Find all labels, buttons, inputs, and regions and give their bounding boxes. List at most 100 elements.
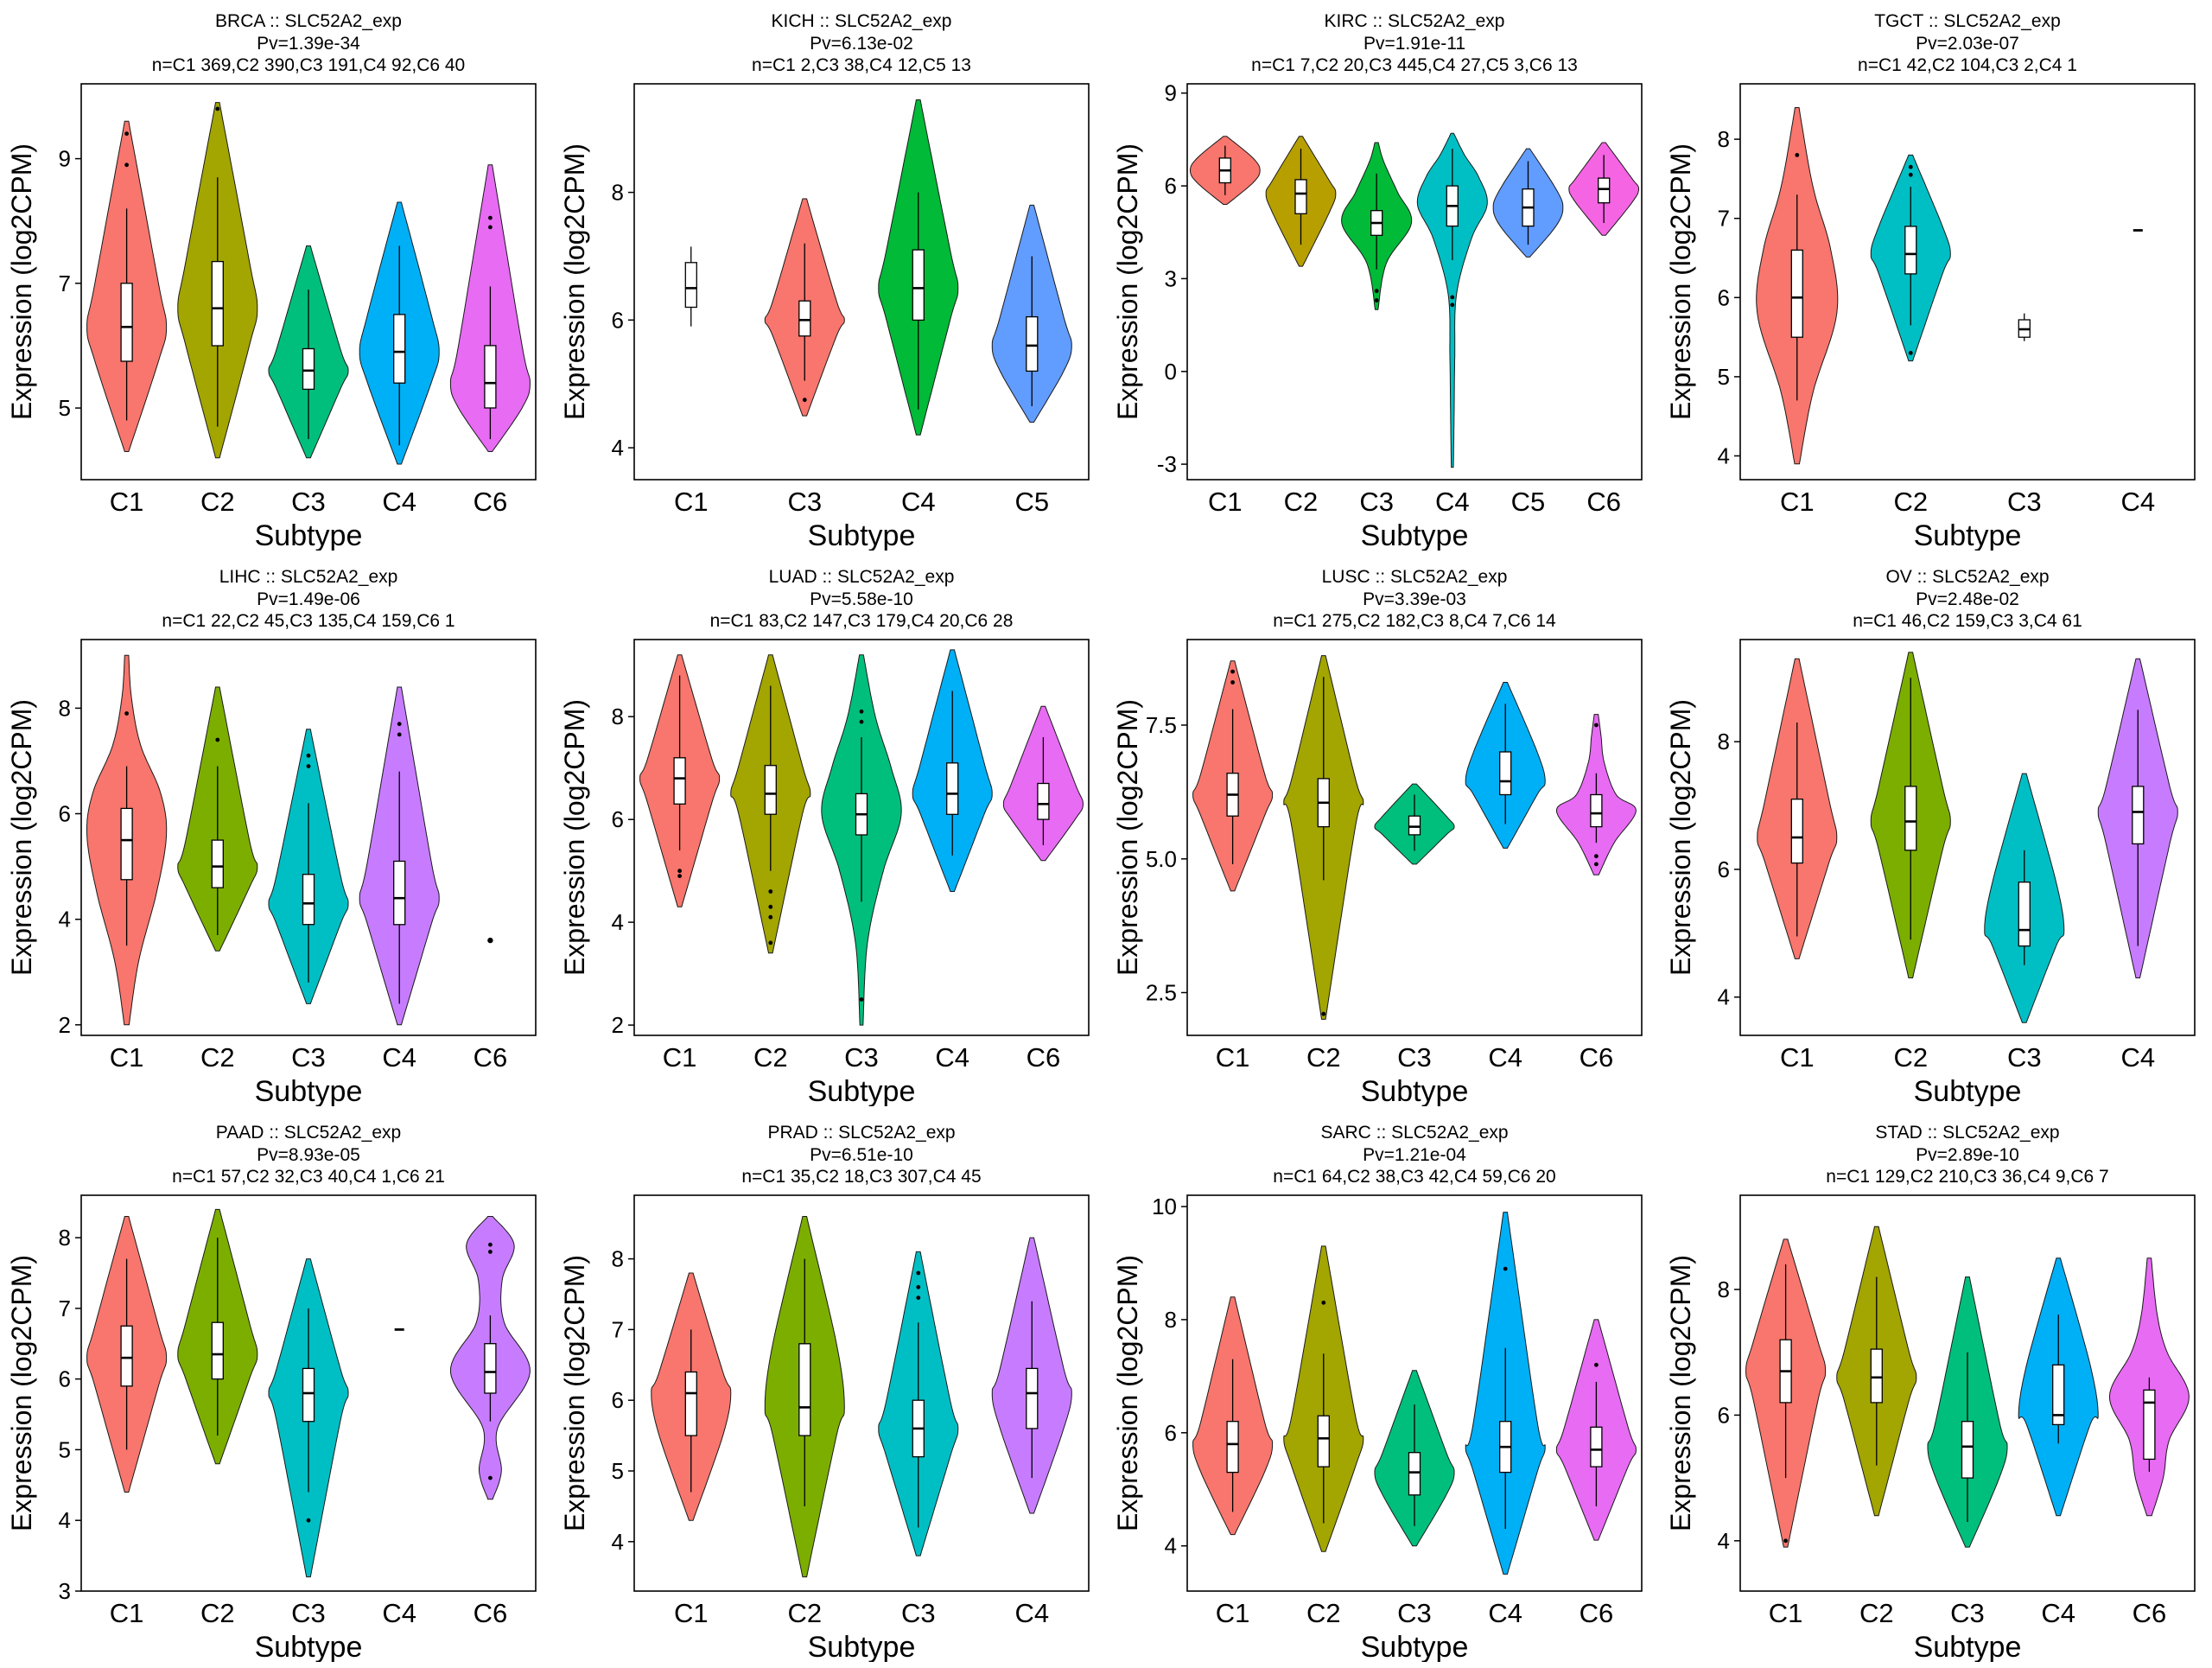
boxplot-C2: [1870, 1348, 1883, 1404]
y-tick-label: 6: [59, 1366, 71, 1391]
y-tick-label: 8: [59, 1225, 71, 1251]
boxplot-C6: [2143, 1389, 2156, 1460]
y-tick-label: 6: [1718, 1402, 1730, 1428]
x-tick-label-C1: C1: [1780, 1042, 1815, 1073]
outlier-point: [1230, 669, 1235, 674]
boxplot-C3: [1408, 1451, 1421, 1496]
plot-border: [1186, 1194, 1643, 1592]
outlier-point: [488, 1249, 493, 1254]
outlier-point: [916, 1270, 921, 1276]
x-tick-label-C5: C5: [1511, 487, 1546, 517]
x-tick-label-C4: C4: [1488, 1042, 1522, 1073]
y-tick-label: 6: [612, 307, 624, 333]
violin-plot-svg: 4 6 8 C1 C2 C3 C4 Subtype Expression (log2CPM): [1668, 639, 2196, 1106]
panel-KIRC: KIRC :: SLC52A2_exp Pv=1.91e-11 n=C1 7,C2 …: [1106, 0, 1659, 556]
y-tick-label: -3: [1157, 451, 1177, 477]
x-tick-label-C1: C1: [674, 1598, 709, 1628]
y-tick-label: 6: [612, 1387, 624, 1413]
x-tick-label-C1: C1: [663, 1042, 697, 1073]
boxplot-C3: [1408, 815, 1421, 836]
y-tick-label: 4: [1718, 984, 1730, 1010]
y-tick-label: 9: [1165, 80, 1177, 106]
y-tick-label: 6: [612, 806, 624, 832]
boxplot-C4: [2052, 1364, 2065, 1425]
y-tick-label: 9: [59, 145, 71, 171]
outlier-point: [397, 732, 402, 737]
violin-plot-svg: 4 6 8 10 C1 C2 C3 C4 C6 Subtype Expression (log2CP…: [1115, 1194, 1643, 1662]
x-tick-label-C1: C1: [674, 487, 709, 517]
y-axis-label: Expression (log2CPM): [9, 1255, 37, 1531]
y-axis-label: Expression (log2CPM): [562, 143, 590, 420]
panel-title: OV :: SLC52A2_exp: [1885, 567, 2050, 587]
y-tick-label: 4: [1718, 442, 1730, 468]
panel-title: TGCT :: SLC52A2_exp: [1874, 11, 2061, 31]
panel-titles: LUAD :: SLC52A2_exp Pv=5.58e-10 n=C1 83,C2…: [562, 566, 1097, 633]
violin-C4: [1416, 132, 1488, 468]
boxplot-C2: [1294, 179, 1307, 214]
boxplot-C4: [912, 249, 925, 321]
violin-plot-svg: 5 7 9 C1 C2 C3 C4 C6 Subtype Expression (log2CPM): [9, 83, 537, 551]
violin-plot-svg: 3 4 5 6 7 8 C1 C2 C3 C4 C6 Subtype Expression (log2C…: [9, 1194, 537, 1662]
panel-titles: PRAD :: SLC52A2_exp Pv=6.51e-10 n=C1 35,C2…: [562, 1122, 1097, 1188]
x-axis-label: Subtype: [808, 1631, 916, 1662]
y-axis-label: Expression (log2CPM): [1115, 699, 1143, 976]
outlier-point: [215, 737, 220, 742]
boxplot-C3: [798, 300, 811, 337]
y-tick-label: 3: [59, 1578, 71, 1604]
x-axis-label: Subtype: [808, 519, 916, 551]
x-tick-label-C3: C3: [844, 1042, 879, 1073]
x-tick-label-C1: C1: [1208, 487, 1243, 517]
outlier-point: [306, 753, 311, 758]
x-tick-label-C3: C3: [291, 1042, 326, 1073]
outlier-point: [1374, 297, 1379, 302]
plot-border: [1739, 83, 2196, 481]
panel-n: n=C1 129,C2 210,C3 36,C4 9,C6 7: [1826, 1167, 2109, 1187]
y-tick-label: 8: [59, 695, 71, 721]
panel-titles: LUSC :: SLC52A2_exp Pv=3.39e-03 n=C1 275,C…: [1115, 566, 1650, 633]
panel-titles: LIHC :: SLC52A2_exp Pv=1.49e-06 n=C1 22,C2…: [9, 566, 544, 633]
panel-n: n=C1 83,C2 147,C3 179,C4 20,C6 28: [709, 611, 1014, 632]
panel-SARC: SARC :: SLC52A2_exp Pv=1.21e-04 n=C1 64,C2…: [1106, 1111, 1659, 1667]
outlier-point: [306, 764, 311, 768]
boxplot-C4: [946, 761, 959, 815]
y-tick-label: 4: [612, 1529, 624, 1555]
outlier-point: [859, 996, 864, 1002]
y-tick-label: 8: [1718, 1276, 1730, 1302]
y-axis-label: Expression (log2CPM): [562, 1255, 590, 1531]
boxplot-C1: [120, 1325, 133, 1387]
x-tick-label-C1: C1: [1769, 1598, 1803, 1628]
x-tick-label-C4: C4: [2120, 1042, 2155, 1073]
outlier-point: [124, 162, 130, 168]
y-tick-label: 5: [1718, 364, 1730, 390]
boxplot-C3: [302, 347, 315, 390]
boxplot-C4: [393, 860, 406, 926]
x-tick-label-C6: C6: [1580, 1042, 1614, 1073]
panel-titles: STAD :: SLC52A2_exp Pv=2.89e-10 n=C1 129,C…: [1668, 1122, 2203, 1188]
panel-pvalue: Pv=6.51e-10: [810, 1144, 913, 1165]
y-tick-label: 2.5: [1146, 979, 1177, 1005]
violin-plot-svg: 4 6 8 C1 C2 C3 C4 C6 Subtype Expression (log2CPM): [1668, 1194, 2196, 1662]
panel-PAAD: PAAD :: SLC52A2_exp Pv=8.93e-05 n=C1 57,C2…: [0, 1111, 553, 1667]
panel-n: n=C1 7,C2 20,C3 445,C4 27,C5 3,C6 13: [1251, 55, 1578, 76]
outlier-point: [916, 1296, 921, 1300]
boxplot-C3: [302, 1367, 315, 1423]
boxplot-C1: [673, 756, 686, 805]
x-tick-label-C6: C6: [1586, 487, 1621, 517]
x-axis-label: Subtype: [1361, 1075, 1469, 1106]
panel-n: n=C1 22,C2 45,C3 135,C4 159,C6 1: [162, 611, 455, 632]
y-tick-label: 7.5: [1146, 712, 1177, 738]
panel-PRAD: PRAD :: SLC52A2_exp Pv=6.51e-10 n=C1 35,C2…: [553, 1111, 1106, 1667]
outlier-point: [1321, 1011, 1326, 1016]
x-tick-label-C6: C6: [474, 487, 508, 517]
y-tick-label: 4: [1165, 1533, 1177, 1559]
panel-titles: BRCA :: SLC52A2_exp Pv=1.39e-34 n=C1 369,C…: [9, 10, 544, 77]
panel-pvalue: Pv=2.89e-10: [1916, 1144, 2019, 1165]
plot-border: [633, 83, 1090, 481]
x-tick-label-C4: C4: [1488, 1598, 1522, 1628]
boxplot-C1: [1790, 249, 1803, 338]
x-tick-label-C4: C4: [382, 1042, 416, 1073]
outlier-point: [1450, 295, 1455, 300]
y-tick-label: 4: [1718, 1528, 1730, 1554]
outlier-point: [768, 940, 773, 945]
y-tick-label: 6: [1718, 284, 1730, 310]
